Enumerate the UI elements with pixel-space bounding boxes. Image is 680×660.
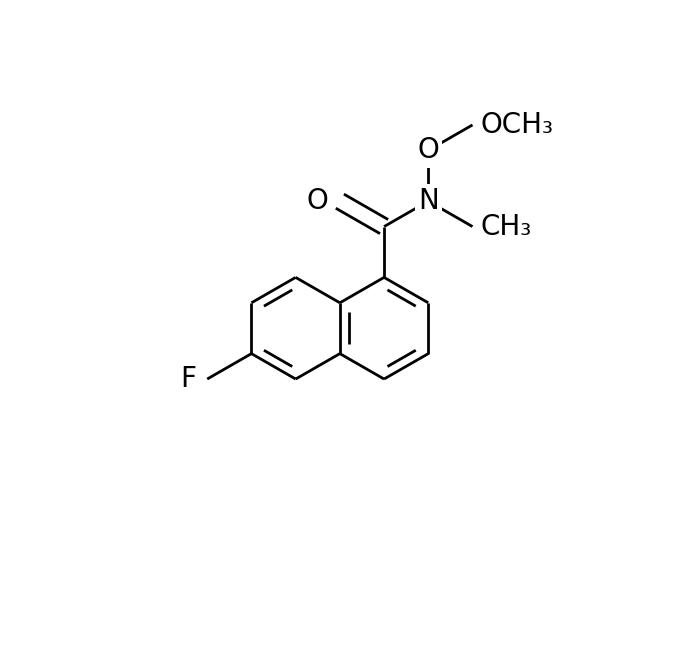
Text: F: F [180,365,196,393]
Text: OCH₃: OCH₃ [480,111,553,139]
Text: CH₃: CH₃ [480,213,531,241]
Text: O: O [418,137,439,164]
Text: N: N [418,187,439,215]
Text: O: O [307,187,328,215]
